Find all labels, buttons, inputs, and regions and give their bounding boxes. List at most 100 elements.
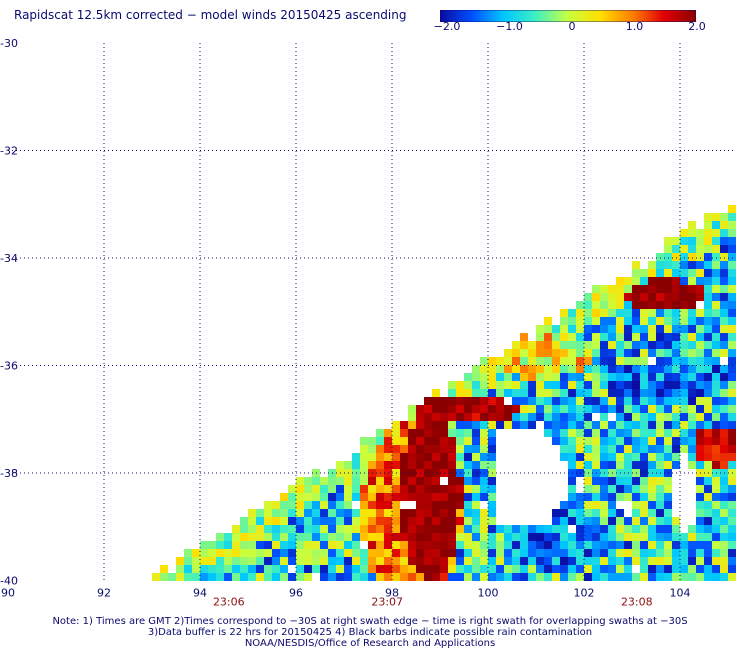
data-cell (576, 413, 584, 421)
data-cell (688, 245, 696, 253)
data-cell (600, 517, 608, 525)
data-cell (248, 573, 256, 581)
data-cell (664, 501, 672, 509)
data-cell (568, 533, 576, 541)
data-cell (256, 525, 264, 533)
data-cell (568, 445, 576, 453)
data-cell (648, 525, 656, 533)
data-cell (256, 541, 264, 549)
data-cell (272, 549, 280, 557)
data-cell (496, 397, 504, 405)
data-cell (688, 549, 696, 557)
data-cell (392, 477, 400, 485)
data-cell (632, 405, 640, 413)
data-cell (472, 517, 480, 525)
data-cell (656, 405, 664, 413)
data-cell (648, 493, 656, 501)
data-cell (320, 557, 328, 565)
data-cell (616, 453, 624, 461)
data-cell (448, 501, 456, 509)
data-cell (440, 565, 448, 573)
data-cell (520, 573, 528, 581)
data-cell (608, 333, 616, 341)
data-cell (704, 213, 712, 221)
data-cell (592, 485, 600, 493)
data-cell (440, 405, 448, 413)
data-cell (568, 309, 576, 317)
data-cell (472, 445, 480, 453)
data-cell (224, 549, 232, 557)
data-cell (240, 525, 248, 533)
data-cell (600, 509, 608, 517)
data-cell (728, 509, 736, 517)
x-tick-label: 98 (385, 587, 399, 600)
data-cell (344, 525, 352, 533)
data-cell (208, 573, 216, 581)
data-cell (672, 245, 680, 253)
data-cell (664, 341, 672, 349)
data-cell (728, 541, 736, 549)
data-cell (448, 405, 456, 413)
data-cell (720, 325, 728, 333)
data-cell (704, 261, 712, 269)
data-cell (680, 365, 688, 373)
data-cell (624, 309, 632, 317)
data-cell (640, 277, 648, 285)
data-cell (688, 461, 696, 469)
data-cell (496, 565, 504, 573)
data-cell (592, 493, 600, 501)
data-cell (600, 477, 608, 485)
data-cell (440, 509, 448, 517)
data-cell (664, 245, 672, 253)
data-cell (480, 509, 488, 517)
data-cell (456, 501, 464, 509)
data-cell (504, 541, 512, 549)
data-cell (624, 421, 632, 429)
data-cell (504, 381, 512, 389)
data-cell (240, 573, 248, 581)
data-cell (320, 477, 328, 485)
data-cell (416, 413, 424, 421)
data-cell (728, 309, 736, 317)
data-cell (416, 573, 424, 581)
data-cell (440, 453, 448, 461)
data-cell (512, 533, 520, 541)
data-cell (488, 573, 496, 581)
data-cell (664, 525, 672, 533)
data-cell (392, 565, 400, 573)
data-cell (336, 485, 344, 493)
data-cell (624, 381, 632, 389)
data-cell (696, 373, 704, 381)
data-cell (712, 389, 720, 397)
data-cell (464, 557, 472, 565)
data-cell (264, 525, 272, 533)
data-cell (472, 405, 480, 413)
data-cell (608, 301, 616, 309)
data-cell (600, 317, 608, 325)
data-cell (232, 557, 240, 565)
data-cell (576, 549, 584, 557)
data-cell (488, 445, 496, 453)
data-cell (456, 397, 464, 405)
data-cell (712, 221, 720, 229)
data-cell (640, 397, 648, 405)
data-cell (312, 541, 320, 549)
data-cell (416, 405, 424, 413)
data-cell (680, 245, 688, 253)
data-cell (208, 541, 216, 549)
data-cell (360, 549, 368, 557)
data-cell (704, 453, 712, 461)
data-cell (456, 509, 464, 517)
data-cell (672, 413, 680, 421)
time-label: 23:07 (371, 596, 403, 609)
data-cell (632, 357, 640, 365)
data-cell (592, 445, 600, 453)
data-cell (464, 485, 472, 493)
data-cell (680, 413, 688, 421)
data-cell (704, 341, 712, 349)
data-cell (696, 397, 704, 405)
data-cell (200, 557, 208, 565)
data-cell (648, 565, 656, 573)
data-cell (704, 309, 712, 317)
data-cell (376, 453, 384, 461)
